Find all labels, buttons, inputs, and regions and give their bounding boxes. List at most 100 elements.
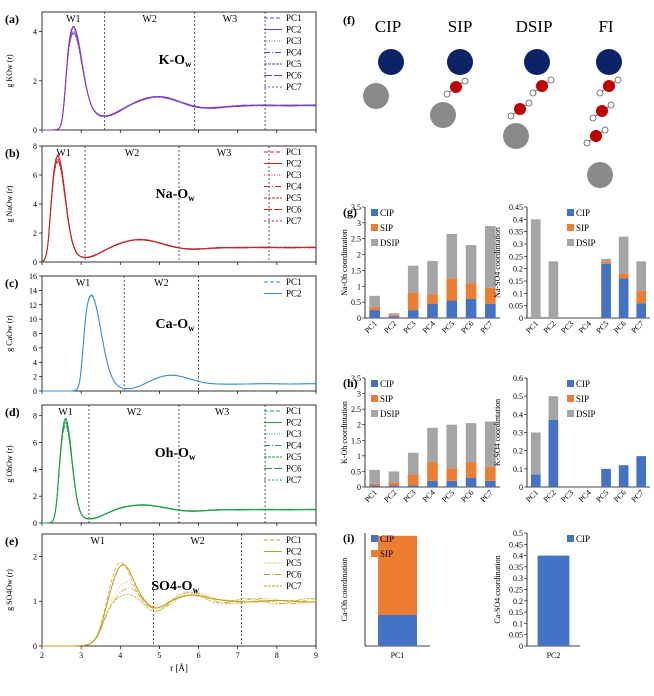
window-label: W1 [76,278,90,289]
y-axis-label: g CaOw (r) [5,315,14,352]
legend-swatch [567,224,574,231]
y-tick-label: 4 [33,28,37,37]
legend-swatch [371,209,378,216]
hydrogen-atom [607,101,615,109]
rdf-series-pc7 [42,591,317,647]
bar-cip-pc7 [485,303,496,318]
bar-sip-pc7 [636,290,647,304]
bar-sip-pc3 [407,474,419,486]
category-label: PC4 [421,488,437,504]
hydrogen-atom [529,89,537,97]
legend-label: CIP [380,534,394,544]
x-tick-label: 5 [157,651,161,660]
bar-dsip-pc3 [407,265,419,293]
legend-label: DSIP [576,238,596,248]
legend-label: PC5 [286,558,302,568]
bar-cip-pc6 [465,298,477,318]
y-axis-label: g NaOw (r) [5,185,14,222]
hydrogen-atom [443,90,451,98]
rdf-series-pc2 [42,294,316,392]
legend-swatch [371,535,378,542]
category-label: PC3 [402,319,418,335]
window-label: W3 [223,14,237,25]
y-tick-label: 4 [33,358,37,367]
bar-sip-pc4 [427,462,438,481]
legend-swatch [371,380,378,387]
category-label: PC2 [542,319,558,335]
rdf-series-pc3 [42,28,317,131]
bar-cip-pc7 [485,480,496,487]
y-tick-label: 16 [29,272,37,281]
panel-label: (e) [5,534,18,548]
hydrogen-atom [583,139,591,147]
x-tick-label: 2 [40,651,44,660]
bar-sip-pc5 [446,468,458,481]
y-tick-label: 0.3 [513,240,523,249]
category-label: PC2 [382,319,398,335]
y-tick-label: 2.5 [351,405,361,414]
legend-label: PC6 [286,464,302,474]
bar-dsip-pc2 [388,471,400,483]
category-label: PC5 [594,488,610,504]
hydrogen-atom [547,76,555,84]
y-tick-label: 0 [33,258,37,267]
category-label: PC3 [559,319,575,335]
species-header: FI [598,17,613,36]
category-label: PC1 [391,651,405,660]
legend-swatch [567,209,574,216]
oxygen-atom [590,130,602,142]
legend-label: SIP [380,394,393,404]
rdf-series-pc3 [42,419,317,524]
y-tick-label: 0.35 [509,228,523,237]
y-tick-label: 1.5 [351,266,361,275]
x-tick-label: 4 [118,651,122,660]
legend-label: PC4 [286,441,302,451]
bar-cip-pc3 [407,485,419,487]
y-tick-label: 1 [357,282,361,291]
hydrogen-atom [596,89,604,97]
legend-label: PC2 [286,547,302,557]
rdf-frame [41,533,317,647]
hydrogen-atom [601,126,609,134]
legend-label: CIP [576,379,590,389]
bar-dsip-pc2 [388,313,400,315]
y-tick-label: 1.5 [351,436,361,445]
cation-sphere [447,49,473,75]
bar-sip-pc5 [601,261,611,264]
rdf-series-pc1 [42,562,316,647]
legend-swatch [567,239,574,246]
category-label: PC1 [524,319,540,335]
rdf-title: Na-Ow [155,187,195,203]
legend-label: DSIP [380,409,400,419]
y-tick-label: 3 [357,219,361,228]
y-tick-label: 4 [33,465,37,474]
category-label: PC2 [382,488,398,504]
y-axis-label: Na-SO4 coordintation [493,227,502,298]
bar-dsip-pc5 [446,233,458,279]
category-label: PC2 [542,488,558,504]
species-header: DSIP [516,17,553,36]
y-tick-label: 2 [357,251,361,260]
y-tick-label: 0 [519,314,523,323]
bar-sip-pc3 [407,292,419,311]
legend-label: CIP [576,208,590,218]
category-label: PC7 [479,488,495,504]
legend-swatch [371,395,378,402]
y-tick-label: 0.4 [513,410,523,419]
bar-sip-pc7 [485,287,496,304]
x-tick-label: 8 [275,651,279,660]
y-tick-label: 0 [519,483,523,492]
oxygen-atom [514,103,526,115]
y-tick-label: 0 [33,642,37,651]
panel-label: (f) [343,13,355,27]
window-label: W3 [217,148,231,159]
bar-dsip-pc4 [427,427,438,463]
category-label: PC2 [547,651,561,660]
legend-label: PC7 [286,475,302,485]
legend-swatch [567,380,574,387]
legend-label: DSIP [576,409,596,419]
category-label: PC6 [459,488,475,504]
rdf-frame [41,11,317,131]
panel-label: (g) [343,205,357,219]
hydrogen-atom [507,112,515,120]
